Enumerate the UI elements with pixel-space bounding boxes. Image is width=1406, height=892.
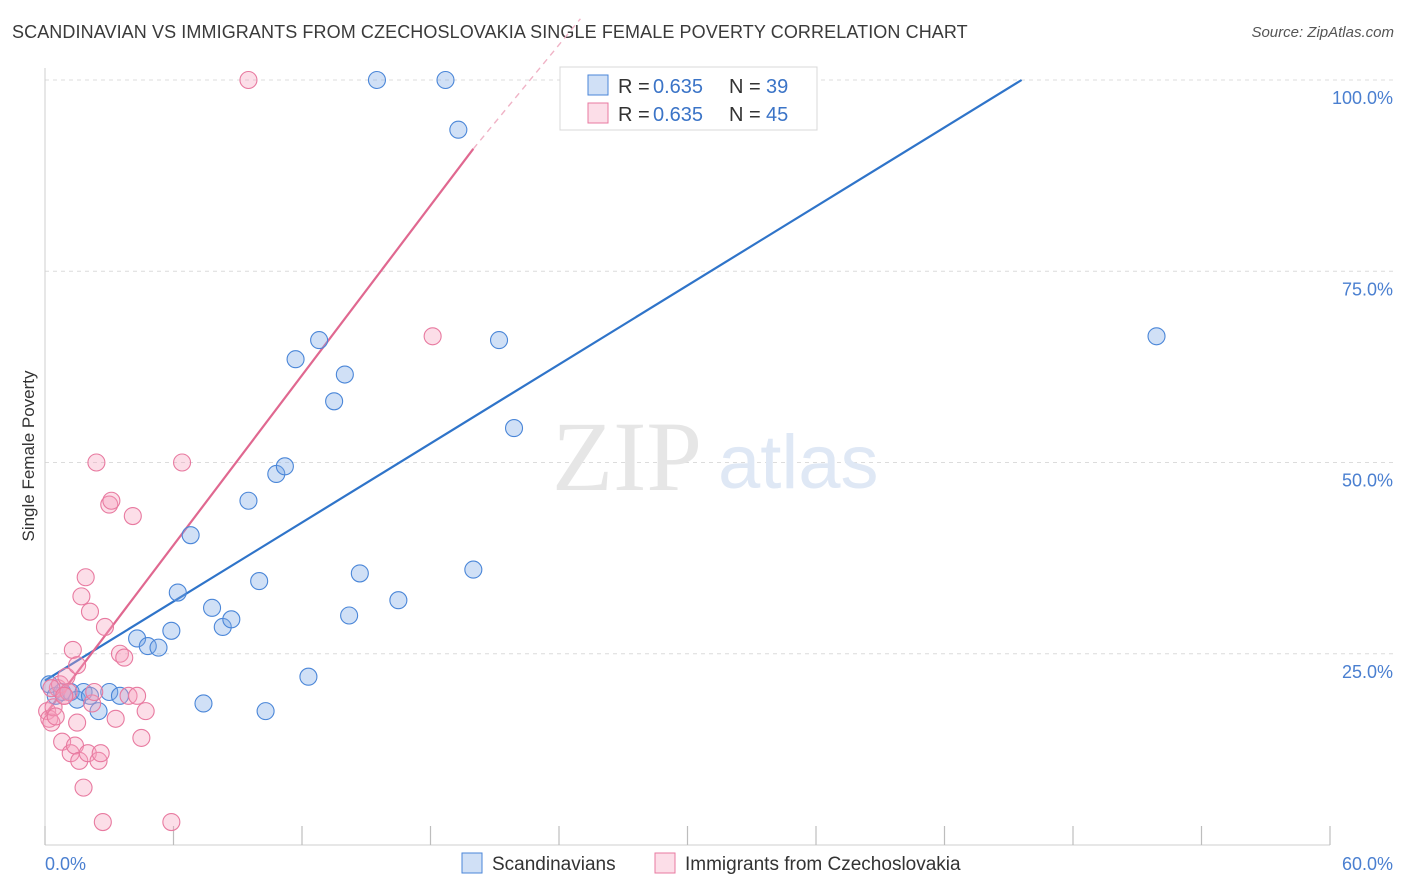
point-series1-34 xyxy=(123,506,142,526)
point-series0-38 xyxy=(504,419,524,438)
point-series0-27 xyxy=(310,331,329,350)
chart-title: SCANDINAVIAN VS IMMIGRANTS FROM CZECHOSL… xyxy=(12,22,968,42)
data-points xyxy=(38,70,1166,832)
point-series0-30 xyxy=(340,606,359,625)
legend-bottom: Scandinavians Immigrants from Czechoslov… xyxy=(461,852,961,875)
trend-line-scandinavians xyxy=(44,79,1023,682)
point-series0-12 xyxy=(149,638,168,657)
point-series1-36 xyxy=(132,728,151,747)
point-series1-24 xyxy=(89,751,108,770)
point-series0-8 xyxy=(100,682,119,702)
point-series1-37 xyxy=(136,702,155,721)
point-series0-10 xyxy=(128,629,147,648)
point-series0-24 xyxy=(275,457,294,476)
point-series1-43 xyxy=(55,686,74,705)
legend-swatch-czechoslovakia xyxy=(587,102,609,124)
point-series1-39 xyxy=(173,453,192,472)
y-tick-labels: 25.0% 50.0% 75.0% 100.0% xyxy=(1332,88,1393,682)
point-series1-17 xyxy=(74,778,93,797)
point-series0-14 xyxy=(168,583,187,602)
legend-n-label-1: N = xyxy=(729,76,761,98)
point-series0-32 xyxy=(367,70,387,90)
trend-line-czechoslovakia xyxy=(44,148,475,716)
grid-lines xyxy=(45,79,1395,655)
point-series1-41 xyxy=(423,327,442,346)
point-series1-25 xyxy=(91,744,110,763)
point-series0-17 xyxy=(203,598,222,617)
point-series1-35 xyxy=(128,686,147,705)
point-series0-39 xyxy=(1147,327,1166,346)
legend-n-label-2: N = xyxy=(729,104,761,126)
point-series1-20 xyxy=(80,602,100,621)
point-series1-19 xyxy=(78,744,97,763)
legend-r-label-1: R = xyxy=(618,76,650,98)
axes xyxy=(44,68,1331,846)
x-tick-labels: 0.0% 60.0% xyxy=(45,854,1393,874)
point-series1-38 xyxy=(162,812,181,832)
legend-swatch-scandinavians xyxy=(587,74,609,96)
point-series0-31 xyxy=(350,564,369,583)
x-tick-label-1: 60.0% xyxy=(1342,854,1393,874)
legend-top: R = 0.635 N = 39 R = 0.635 N = 45 xyxy=(559,66,818,131)
point-series0-28 xyxy=(325,392,344,411)
legend-bottom-swatch-scandinavians xyxy=(461,852,483,874)
y-tick-label-1: 50.0% xyxy=(1342,471,1393,491)
point-series1-40 xyxy=(239,70,258,90)
point-series1-14 xyxy=(68,656,87,675)
legend-n-value-1: 39 xyxy=(766,76,788,98)
point-series0-20 xyxy=(239,491,258,510)
point-series1-4 xyxy=(46,707,65,726)
point-series0-21 xyxy=(250,572,269,591)
y-axis-label: Single Female Poverty xyxy=(19,370,38,542)
point-series0-34 xyxy=(436,70,455,90)
point-series1-23 xyxy=(87,453,106,472)
y-tick-label-3: 100.0% xyxy=(1332,88,1393,108)
legend-bottom-label-czechoslovakia: Immigrants from Czechoslovakia xyxy=(685,854,961,875)
point-series1-27 xyxy=(95,617,115,637)
legend-bottom-label-scandinavians: Scandinavians xyxy=(492,854,616,875)
point-series1-18 xyxy=(76,568,95,587)
legend-bottom-swatch-czechoslovakia xyxy=(654,852,676,874)
point-series0-33 xyxy=(389,591,408,610)
x-tick-label-0: 0.0% xyxy=(45,854,86,874)
point-series0-25 xyxy=(286,350,305,369)
point-series0-35 xyxy=(449,120,468,139)
watermark-zip: ZIP xyxy=(552,401,702,512)
point-series0-26 xyxy=(299,667,318,686)
legend-r-value-2: 0.635 xyxy=(653,104,703,126)
point-series1-44 xyxy=(68,713,87,732)
point-series1-26 xyxy=(93,812,112,832)
legend-r-value-1: 0.635 xyxy=(653,76,703,98)
legend-n-value-2: 45 xyxy=(766,104,788,126)
watermark-atlas: atlas xyxy=(718,420,879,505)
point-series0-37 xyxy=(489,331,509,350)
source-credit: Source: ZipAtlas.com xyxy=(1251,24,1394,41)
point-series0-19 xyxy=(222,610,241,629)
y-tick-label-2: 75.0% xyxy=(1342,279,1393,299)
point-series0-15 xyxy=(181,526,200,545)
point-series1-29 xyxy=(102,491,121,510)
point-series0-29 xyxy=(335,365,354,384)
point-series0-7 xyxy=(89,702,108,721)
point-series1-32 xyxy=(115,648,134,667)
point-series1-22 xyxy=(85,682,104,702)
legend-r-label-2: R = xyxy=(618,104,650,126)
point-series0-13 xyxy=(162,621,181,640)
point-series1-9 xyxy=(57,667,76,686)
point-series0-22 xyxy=(256,702,275,721)
point-series0-16 xyxy=(194,694,213,713)
trend-lines xyxy=(44,18,1023,716)
point-series1-12 xyxy=(63,640,82,659)
point-series1-16 xyxy=(72,587,91,606)
legend-top-box xyxy=(559,66,818,131)
point-series0-36 xyxy=(464,560,483,579)
watermark: ZIP atlas xyxy=(552,401,879,512)
point-series1-30 xyxy=(106,709,125,728)
y-tick-label-0: 25.0% xyxy=(1342,662,1393,682)
point-series1-21 xyxy=(83,694,102,713)
